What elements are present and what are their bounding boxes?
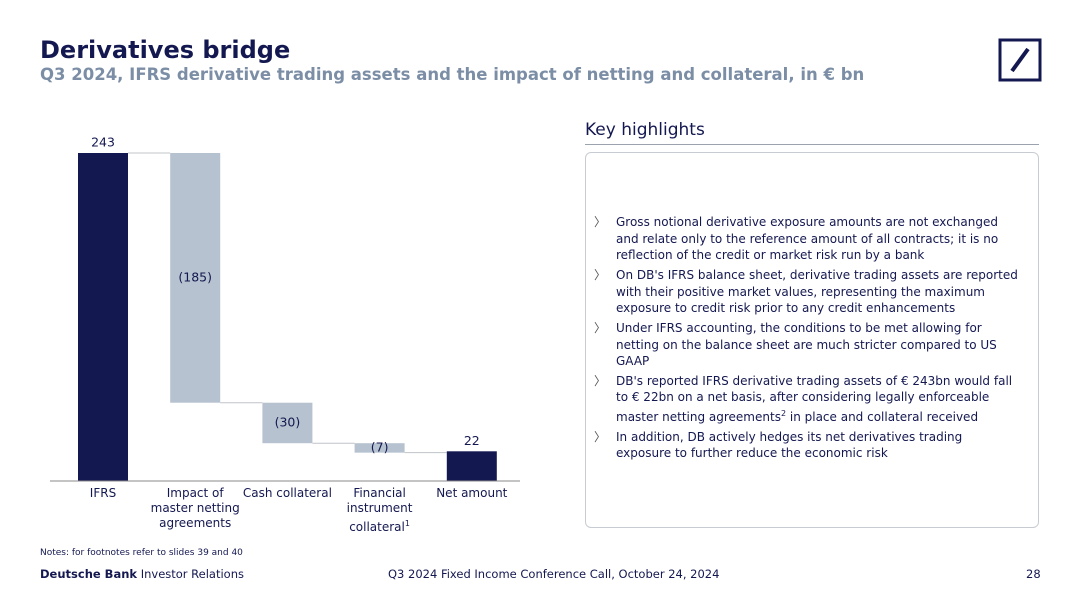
bar xyxy=(354,443,405,453)
logo xyxy=(998,38,1042,82)
category-label: Impact of master netting agreements xyxy=(148,486,242,531)
category-label: IFRS xyxy=(56,486,150,501)
category-label: Cash collateral xyxy=(240,486,334,501)
brand-name: Deutsche Bank xyxy=(40,567,138,581)
value-label: (30) xyxy=(275,414,301,429)
highlight-item: Gross notional derivative exposure amoun… xyxy=(594,214,1020,263)
value-label: 243 xyxy=(91,135,115,150)
category-text: Impact of master netting agreements xyxy=(150,486,240,530)
category-text: Cash collateral xyxy=(242,486,332,500)
brand: Deutsche Bank Investor Relations xyxy=(40,567,244,581)
category-label: Financial instrument collateral1 xyxy=(333,486,427,535)
highlight-item: In addition, DB actively hedges its net … xyxy=(594,429,1020,462)
chart: 243 (185) (30) (7) 22 xyxy=(50,135,520,482)
event: Q3 2024 Fixed Income Conference Call, Oc… xyxy=(388,567,720,581)
title: Derivatives bridge xyxy=(40,36,291,64)
highlight-item: DB's reported IFRS derivative trading as… xyxy=(594,373,1020,425)
category-text: Financial instrument collateral xyxy=(346,486,413,534)
highlight-item: Under IFRS accounting, the conditions to… xyxy=(594,320,1020,369)
value-label: 22 xyxy=(464,433,480,448)
highlight-text: Under IFRS accounting, the conditions to… xyxy=(616,321,997,368)
brand-sub: Investor Relations xyxy=(140,567,244,581)
notes: Notes: for footnotes refer to slides 39 … xyxy=(40,548,243,558)
category-text: IFRS xyxy=(89,486,117,500)
value-label: (7) xyxy=(371,439,389,454)
highlights-box: Gross notional derivative exposure amoun… xyxy=(585,152,1039,528)
subtitle: Q3 2024, IFRS derivative trading assets … xyxy=(40,65,865,84)
highlight-text: DB's reported IFRS derivative trading as… xyxy=(616,374,1013,424)
value-label: (185) xyxy=(178,269,212,284)
highlights-list: Gross notional derivative exposure amoun… xyxy=(586,214,1038,465)
bar xyxy=(170,153,221,403)
divider xyxy=(585,144,1039,145)
highlight-text: In addition, DB actively hedges its net … xyxy=(616,429,963,461)
category-text: Net amount xyxy=(436,486,508,500)
bar xyxy=(446,451,497,481)
bar xyxy=(78,153,128,481)
highlight-item: On DB's IFRS balance sheet, derivative t… xyxy=(594,267,1020,316)
highlight-text: On DB's IFRS balance sheet, derivative t… xyxy=(616,268,1018,315)
category-label: Net amount xyxy=(425,486,519,501)
page-number: 28 xyxy=(1026,567,1041,581)
highlight-text: in place and collateral received xyxy=(786,409,979,424)
bar xyxy=(262,402,313,444)
highlights-title: Key highlights xyxy=(585,120,705,140)
footnote-mark: 2 xyxy=(780,408,787,418)
footnote-mark: 1 xyxy=(404,519,410,528)
highlight-text: Gross notional derivative exposure amoun… xyxy=(616,215,999,263)
